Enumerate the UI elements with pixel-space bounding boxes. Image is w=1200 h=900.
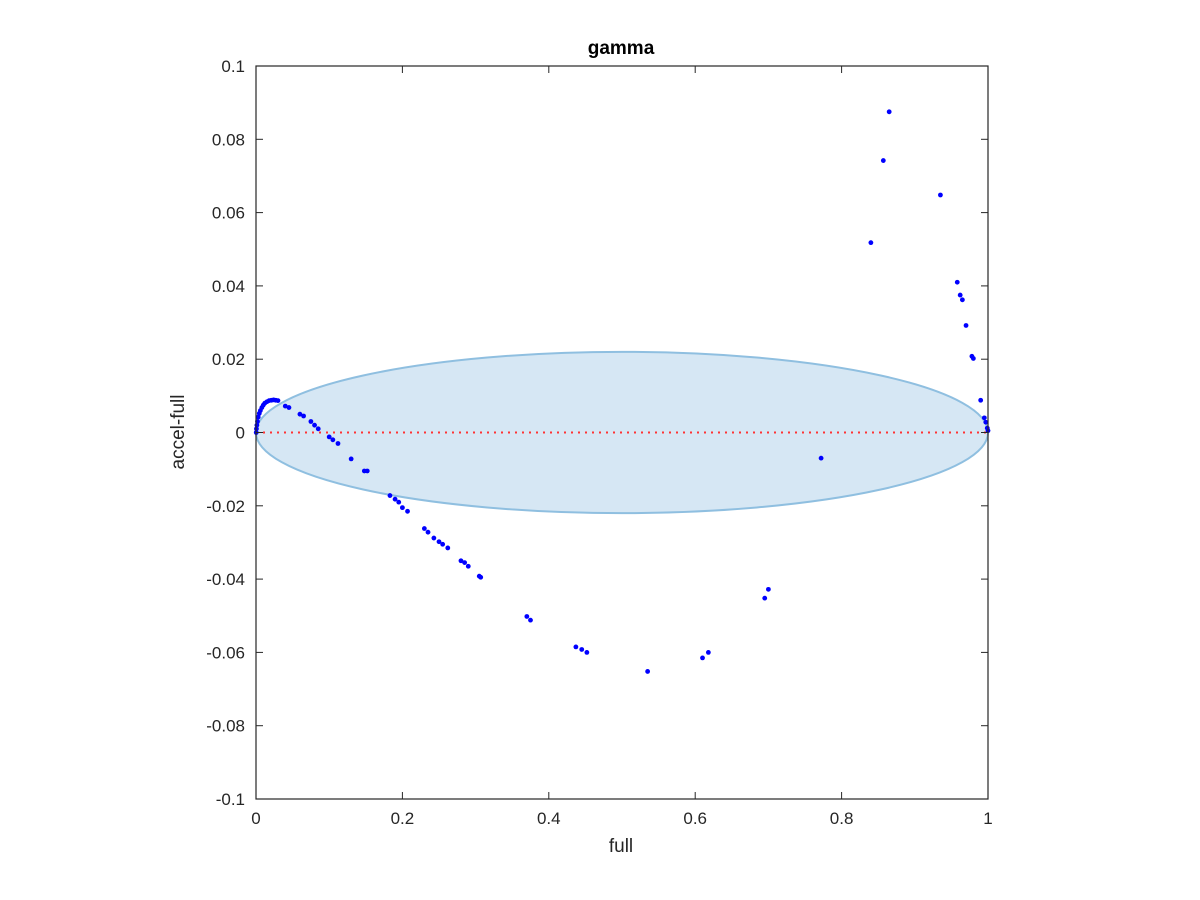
x-tick-labels: 0 0.2 0.4 0.6 0.8 1	[251, 809, 992, 828]
y-axis-label: accel-full	[168, 395, 189, 470]
data-point	[405, 508, 410, 514]
data-point	[364, 468, 370, 474]
x-tick-label: 0.8	[830, 809, 854, 828]
y-tick-label: 0	[236, 424, 245, 443]
chart-title: gamma	[588, 38, 655, 59]
x-tick-label: 0.6	[683, 809, 707, 828]
data-point	[584, 650, 590, 655]
data-point	[286, 405, 292, 410]
data-point	[255, 414, 261, 420]
data-point	[478, 574, 484, 580]
data-point	[436, 539, 442, 545]
data-point	[880, 158, 886, 163]
data-point	[762, 595, 768, 601]
data-point	[458, 558, 464, 564]
data-point	[959, 297, 965, 303]
data-point	[528, 617, 533, 623]
data-point	[957, 292, 963, 298]
data-point	[421, 526, 427, 531]
data-point	[431, 535, 437, 541]
data-point	[308, 419, 314, 424]
data-point	[315, 426, 321, 432]
y-tick-label: 0.06	[212, 204, 245, 223]
data-point	[981, 415, 987, 421]
data-point	[425, 529, 431, 535]
y-tick-label: -0.06	[206, 643, 245, 662]
x-tick-label: 0.4	[537, 809, 561, 828]
data-point	[445, 545, 451, 551]
data-point	[978, 397, 984, 403]
data-point	[326, 434, 332, 440]
y-tick-label: -0.08	[206, 717, 245, 736]
data-point	[330, 437, 336, 443]
data-point	[297, 411, 303, 417]
data-point	[868, 240, 874, 246]
data-point	[766, 586, 771, 592]
data-point	[275, 398, 281, 404]
data-point	[282, 403, 288, 409]
data-point	[983, 419, 989, 425]
y-tick-label: 0.02	[212, 350, 245, 369]
data-point	[954, 279, 960, 285]
data-point	[579, 647, 585, 652]
data-point	[970, 356, 976, 361]
data-point	[392, 496, 398, 502]
data-point	[705, 650, 711, 655]
y-tick-labels: 0.1 0.08 0.06 0.04 0.02 0 -0.02 -0.04 -0.06 -0.08…	[206, 57, 245, 809]
data-point	[400, 505, 405, 511]
data-point	[886, 109, 892, 115]
x-tick-label: 0	[251, 809, 260, 828]
data-point	[396, 499, 402, 505]
data-point	[700, 655, 705, 661]
data-point	[312, 422, 317, 428]
x-tick-label: 1	[983, 809, 992, 828]
data-point	[963, 323, 969, 328]
y-tick-label: -0.04	[206, 570, 245, 589]
data-point	[335, 441, 341, 446]
points-layer	[253, 109, 991, 674]
x-tick-label: 0.2	[391, 809, 415, 828]
data-point	[938, 192, 943, 198]
data-point	[818, 455, 824, 461]
x-axis-label: full	[609, 836, 633, 857]
data-point	[462, 560, 468, 566]
data-point	[348, 456, 354, 462]
y-tick-label: 0.08	[212, 130, 245, 149]
data-point	[573, 644, 579, 650]
y-tick-label: -0.02	[206, 497, 245, 516]
y-tick-label: -0.1	[216, 790, 245, 809]
data-point	[465, 563, 471, 569]
data-point	[524, 614, 530, 619]
axes-layer	[255, 65, 989, 800]
y-tick-label: 0.04	[212, 277, 245, 296]
data-point	[301, 413, 306, 419]
y-tick-label: 0.1	[221, 57, 245, 76]
data-point	[645, 669, 651, 674]
data-point	[440, 541, 446, 547]
data-point	[387, 493, 393, 498]
